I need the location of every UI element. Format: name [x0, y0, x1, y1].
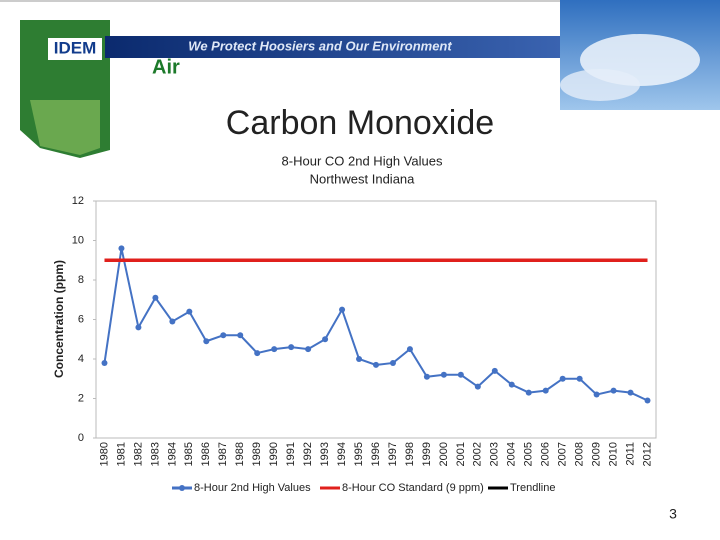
- point: [356, 356, 363, 362]
- x-tick-label: 1987: [217, 442, 229, 466]
- banner: [105, 36, 560, 58]
- point: [389, 359, 396, 366]
- x-tick-label: 1984: [166, 442, 178, 466]
- legend-label: 8-Hour 2nd High Values: [194, 482, 311, 494]
- banner-text: We Protect Hoosiers and Our Environment: [188, 38, 452, 53]
- chart-title: 8-Hour CO 2nd High Values: [282, 153, 443, 168]
- x-tick-label: 2011: [624, 442, 636, 466]
- slide-number: 3: [669, 506, 677, 522]
- x-tick-label: 1986: [200, 442, 212, 466]
- point: [627, 389, 634, 396]
- slide-title: Carbon Monoxide: [226, 104, 494, 142]
- point: [220, 332, 227, 339]
- x-tick-label: 1995: [353, 442, 365, 466]
- point: [271, 346, 278, 353]
- point: [491, 367, 498, 374]
- logo: IDEM: [54, 38, 97, 57]
- logo-box: [48, 38, 102, 60]
- y-tick-label: 12: [72, 195, 84, 207]
- point: [474, 383, 481, 390]
- x-tick-label: 1983: [149, 442, 161, 466]
- chart-subtitle: Northwest Indiana: [310, 171, 416, 186]
- x-tick-label: 1996: [370, 442, 382, 466]
- point: [169, 318, 176, 325]
- x-tick-label: 2001: [455, 442, 467, 466]
- x-tick-label: 2000: [438, 442, 450, 466]
- x-tick-label: 1994: [336, 442, 348, 466]
- cloud: [560, 69, 640, 101]
- x-tick-label: 2003: [489, 442, 501, 466]
- point: [101, 359, 108, 366]
- header: IDEM We Protect Hoosiers and Our Environ…: [0, 0, 720, 158]
- x-tick-label: 1991: [285, 442, 297, 466]
- point: [440, 371, 447, 378]
- point: [423, 373, 430, 380]
- y-tick-label: 6: [78, 313, 84, 325]
- x-tick-label: 2005: [523, 442, 535, 466]
- y-tick-label: 2: [78, 392, 84, 404]
- legend-label: Trendline: [510, 482, 555, 494]
- x-tick-label: 2008: [574, 442, 586, 466]
- point: [525, 389, 532, 396]
- point: [406, 346, 413, 353]
- point: [322, 336, 329, 343]
- point: [576, 375, 583, 382]
- x-tick-label: 1993: [319, 442, 331, 466]
- point: [203, 338, 210, 345]
- point: [610, 387, 617, 394]
- x-tick-label: 2006: [540, 442, 552, 466]
- x-tick-label: 2010: [607, 442, 619, 466]
- x-tick-label: 1982: [132, 442, 144, 466]
- point: [542, 387, 549, 394]
- y-axis-label: Concentration (ppm): [52, 260, 66, 378]
- y-tick-label: 4: [78, 353, 84, 365]
- x-tick-label: 2012: [641, 442, 653, 466]
- y-tick-label: 0: [78, 432, 84, 444]
- x-tick-label: 2002: [472, 442, 484, 466]
- x-tick-label: 1998: [404, 442, 416, 466]
- x-tick-label: 1980: [98, 442, 110, 466]
- x-tick-label: 1988: [234, 442, 246, 466]
- point: [305, 346, 312, 353]
- point: [593, 391, 600, 398]
- point: [237, 332, 244, 339]
- x-tick-label: 2007: [557, 442, 569, 466]
- x-tick-label: 1985: [183, 442, 195, 466]
- plot-frame: [95, 200, 657, 439]
- point: [118, 245, 125, 252]
- point: [135, 324, 142, 331]
- x-tick-label: 1981: [115, 442, 127, 466]
- x-tick-label: 1990: [268, 442, 280, 466]
- point: [186, 308, 193, 315]
- x-tick-label: 2009: [591, 442, 603, 466]
- series-line: [103, 248, 648, 402]
- point: [254, 350, 261, 357]
- fields: [30, 100, 100, 155]
- point: [559, 375, 566, 382]
- point: [288, 344, 295, 351]
- x-tick-label: 1997: [387, 442, 399, 466]
- point: [339, 306, 346, 313]
- y-tick-label: 10: [72, 234, 84, 246]
- point: [152, 294, 159, 301]
- legend-marker: [179, 485, 185, 491]
- x-tick-label: 1992: [302, 442, 314, 466]
- legend-label: 8-Hour CO Standard (9 ppm): [342, 482, 484, 494]
- top-rule: [0, 0, 720, 2]
- point: [457, 371, 464, 378]
- section: Air: [152, 56, 180, 78]
- y-tick-label: 8: [78, 274, 84, 286]
- point: [644, 397, 651, 404]
- point: [373, 361, 379, 368]
- x-tick-label: 1989: [251, 442, 263, 466]
- point: [508, 381, 515, 388]
- x-tick-label: 2004: [506, 442, 518, 466]
- x-tick-label: 1999: [421, 442, 433, 466]
